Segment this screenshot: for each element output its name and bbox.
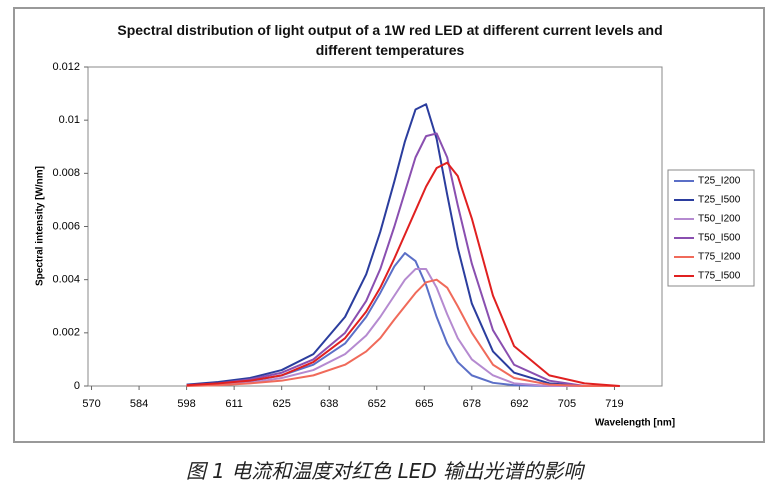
y-tick-label: 0.002 bbox=[52, 327, 80, 339]
y-tick-label: 0.004 bbox=[52, 274, 80, 286]
x-tick-label: 584 bbox=[130, 398, 148, 410]
legend-label: T25_I200 bbox=[698, 176, 741, 187]
legend-label: T75_I500 bbox=[698, 271, 741, 282]
x-axis-label: Wavelength [nm] bbox=[595, 418, 675, 429]
series-line bbox=[186, 161, 620, 387]
x-tick-label: 652 bbox=[368, 398, 386, 410]
series-line bbox=[186, 103, 620, 387]
series-line bbox=[186, 278, 620, 387]
x-tick-label: 692 bbox=[510, 398, 528, 410]
caption: 图 1 电流和温度对红色 LED 输出光谱的影响 bbox=[185, 459, 584, 483]
x-tick-label: 611 bbox=[225, 398, 243, 410]
x-tick-label: 598 bbox=[177, 398, 195, 410]
x-tick-label: 705 bbox=[558, 398, 576, 410]
legend-label: T75_I200 bbox=[698, 252, 741, 263]
chart-title: Spectral distribution of light output of… bbox=[117, 22, 663, 58]
y-axis-label: Spectral intensity [W/nm] bbox=[35, 166, 46, 286]
legend-label: T50_I200 bbox=[698, 214, 741, 225]
y-tick-label: 0.008 bbox=[52, 167, 80, 179]
legend bbox=[667, 169, 755, 287]
x-tick-label: 638 bbox=[320, 398, 338, 410]
y-tick-label: 0.006 bbox=[52, 220, 80, 232]
series-line bbox=[186, 268, 620, 387]
x-tick-label: 678 bbox=[463, 398, 481, 410]
y-tick-label: 0.01 bbox=[59, 114, 80, 126]
legend-label: T50_I500 bbox=[698, 233, 741, 244]
plot-area bbox=[87, 66, 663, 387]
x-tick-label: 625 bbox=[273, 398, 291, 410]
y-tick-label: 0.012 bbox=[52, 61, 80, 73]
x-tick-label: 719 bbox=[605, 398, 623, 410]
x-tick-label: 665 bbox=[415, 398, 433, 410]
y-tick-label: 0 bbox=[74, 380, 80, 392]
x-tick-label: 570 bbox=[82, 398, 100, 410]
series-line bbox=[186, 132, 620, 387]
legend-label: T25_I500 bbox=[698, 195, 741, 206]
